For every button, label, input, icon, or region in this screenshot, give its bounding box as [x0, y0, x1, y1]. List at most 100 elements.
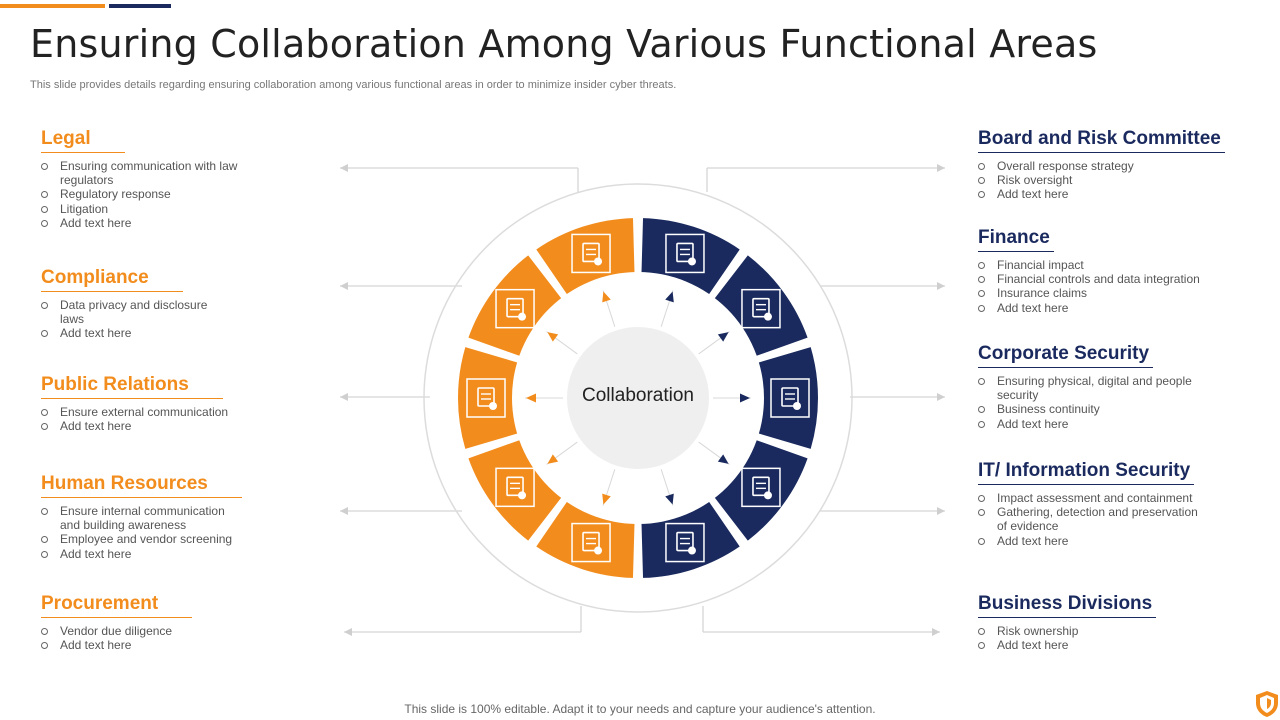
shield-logo-icon [1256, 691, 1278, 717]
bullet-item: Employee and vendor screening [41, 532, 241, 546]
section-bullets: Ensure external communication Add text he… [41, 405, 246, 433]
right-section: IT/ Information Security Impact assessmen… [978, 460, 1200, 548]
section-bullets: Overall response strategy Risk oversight A… [978, 159, 1208, 202]
section-title: Finance [978, 227, 1054, 252]
bullet-item: Add text here [41, 547, 241, 561]
bullet-item: Ensuring physical, digital and people se… [978, 374, 1198, 402]
clipboard-shield-icon [571, 233, 611, 274]
bullet-item: Regulatory response [41, 187, 246, 201]
section-title: Public Relations [41, 374, 223, 399]
bullet-item: Ensure external communication [41, 405, 246, 419]
section-title: Human Resources [41, 473, 242, 498]
left-section: Public Relations Ensure external communic… [41, 374, 246, 433]
accent-bar-navy [109, 4, 171, 8]
connector-arrowhead [932, 628, 940, 636]
right-section: Finance Financial impact Financial control… [978, 227, 1208, 315]
bullet-item: Add text here [978, 534, 1200, 548]
section-bullets: Impact assessment and containment Gatheri… [978, 491, 1200, 548]
bullet-item: Add text here [41, 419, 246, 433]
section-title: Compliance [41, 267, 183, 292]
page-subtitle: This slide provides details regarding en… [30, 79, 677, 91]
outer-ring [423, 183, 853, 613]
right-section: Corporate Security Ensuring physical, dig… [978, 343, 1198, 431]
left-section: Compliance Data privacy and disclosure la… [41, 267, 216, 341]
section-bullets: Risk ownership Add text here [978, 624, 1178, 652]
bullet-item: Add text here [41, 326, 216, 340]
spoke-arrowhead [547, 332, 559, 342]
network-people-icon [665, 522, 705, 563]
connector-arrowhead [340, 282, 348, 290]
section-bullets: Vendor due diligence Add text here [41, 624, 191, 652]
spoke-arrowhead [602, 291, 611, 303]
spoke-arrowhead [665, 291, 674, 303]
section-title: Procurement [41, 593, 193, 618]
bullet-item: Add text here [978, 417, 1198, 431]
connector-arrowhead [340, 393, 348, 401]
section-bullets: Data privacy and disclosure laws Add text… [41, 298, 216, 341]
spoke-arrowhead [526, 393, 536, 403]
accent-bar-orange [0, 4, 105, 8]
bullet-item: Ensure internal communication and buildi… [41, 504, 241, 532]
people-gears-icon [495, 467, 535, 508]
spoke-arrowhead [602, 493, 611, 505]
bullet-item: Ensuring communication with law regulato… [41, 159, 246, 187]
connector-arrowhead [937, 282, 945, 290]
bullet-item: Impact assessment and containment [978, 491, 1200, 505]
bullet-item: Add text here [41, 638, 191, 652]
bullet-item: Litigation [41, 202, 246, 216]
bullet-item: Risk oversight [978, 173, 1208, 187]
connector-arrowhead [937, 507, 945, 515]
connector-arrowhead [344, 628, 352, 636]
connector-arrowhead [937, 164, 945, 172]
building-lock-icon [770, 378, 810, 418]
box-hand-icon [571, 522, 611, 563]
spoke-arrowhead [717, 454, 729, 464]
committee-people-icon [665, 233, 705, 274]
section-title: Corporate Security [978, 343, 1154, 368]
spoke-arrowhead [547, 454, 559, 464]
bullet-item: Add text here [978, 638, 1178, 652]
spoke-arrowhead [717, 332, 729, 342]
connector-lines [340, 164, 945, 636]
segment-icons [466, 233, 810, 563]
section-bullets: Ensure internal communication and buildi… [41, 504, 241, 561]
bullet-item: Vendor due diligence [41, 624, 191, 638]
bullet-item: Financial controls and data integration [978, 272, 1208, 286]
bullet-item: Insurance claims [978, 286, 1208, 300]
left-section: Legal Ensuring communication with law reg… [41, 128, 246, 230]
center-label: Collaboration [582, 385, 694, 406]
bullet-item: Financial impact [978, 258, 1208, 272]
bullet-item: Business continuity [978, 402, 1198, 416]
bullet-item: Data privacy and disclosure laws [41, 298, 216, 326]
spoke-arrowhead [665, 493, 674, 505]
bullet-item: Add text here [978, 301, 1208, 315]
chat-building-icon [466, 378, 506, 418]
section-bullets: Ensuring physical, digital and people se… [978, 374, 1198, 431]
bullet-item: Add text here [978, 187, 1208, 201]
bullet-item: Gathering, detection and preservation of… [978, 505, 1200, 533]
left-section: Procurement Vendor due diligence Add text … [41, 593, 193, 652]
section-title: Board and Risk Committee [978, 128, 1225, 153]
right-section: Board and Risk Committee Overall response… [978, 128, 1225, 202]
connector-arrowhead [937, 393, 945, 401]
connector-arrowhead [340, 507, 348, 515]
bullet-item: Add text here [41, 216, 246, 230]
presentation-chart-icon [741, 288, 781, 329]
page-title: Ensuring Collaboration Among Various Fun… [30, 22, 1098, 66]
connector-arrowhead [340, 164, 348, 172]
center-disc [567, 327, 709, 469]
section-title: IT/ Information Security [978, 460, 1195, 485]
footer-note: This slide is 100% editable. Adapt it to… [404, 702, 876, 716]
spoke-arrows [525, 290, 751, 506]
bullet-item: Risk ownership [978, 624, 1178, 638]
right-section: Business Divisions Risk ownership Add text… [978, 593, 1178, 652]
bullet-item: Overall response strategy [978, 159, 1208, 173]
clipboard-warning-icon [495, 288, 535, 329]
section-bullets: Financial impact Financial controls and d… [978, 258, 1208, 315]
shield-alert-icon [741, 467, 781, 508]
section-title: Business Divisions [978, 593, 1157, 618]
left-section: Human Resources Ensure internal communica… [41, 473, 242, 561]
spoke-arrowhead [740, 393, 750, 403]
section-title: Legal [41, 128, 125, 153]
